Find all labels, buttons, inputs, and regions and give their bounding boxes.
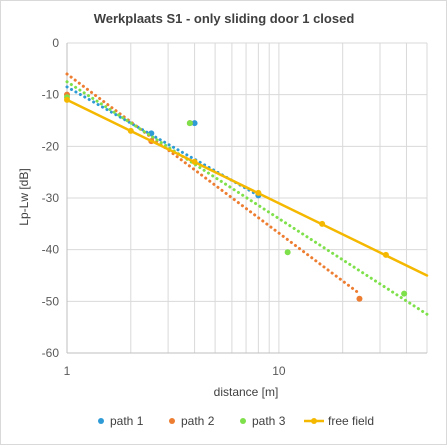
data-point-free-field [255,189,262,196]
series-layer [64,72,429,316]
data-point-path-3 [186,120,193,127]
data-point-free-field [191,158,198,165]
y-tick-label: -60 [42,346,60,360]
y-tick-label: -30 [42,191,60,205]
y-axis-title: Lp-Lw [dB] [17,168,31,225]
data-point-free-field [382,251,389,258]
trendline-path-3 [65,80,429,316]
data-point-free-field [127,127,134,134]
data-point-free-field [64,96,70,103]
legend-marker-path-2 [169,418,175,424]
legend-label-path-1: path 1 [110,414,144,428]
axis-layer: 0 -10 -20 -30 -40 -50 -60 1 10 [42,36,427,378]
y-tick-label: -50 [42,294,60,308]
trendline-path-2 [65,72,361,296]
data-point-path-1 [191,120,198,127]
y-tick-label: -40 [42,243,60,257]
legend-label-free-field: free field [328,414,374,428]
y-tick-label: -20 [42,139,60,153]
legend: path 1 path 2 path 3 free field [98,414,374,428]
legend-label-path-3: path 3 [252,414,286,428]
x-tick-label: 10 [272,364,286,378]
data-point-path-2 [356,295,363,302]
legend-marker-path-1 [98,418,104,424]
y-tick-label: -10 [42,88,60,102]
legend-label-path-2: path 2 [181,414,215,428]
chart-title: Werkplaats S1 - only sliding door 1 clos… [94,11,355,26]
x-axis-title: distance [m] [214,385,279,399]
trendline-free-field [65,98,429,277]
data-point-free-field [319,220,326,227]
legend-marker-path-3 [240,418,246,424]
legend-marker-free-field [311,418,317,424]
x-tick-label: 1 [64,364,71,378]
y-tick-label: 0 [52,36,59,50]
data-point-path-3 [401,290,408,297]
data-point-path-3 [284,249,291,256]
